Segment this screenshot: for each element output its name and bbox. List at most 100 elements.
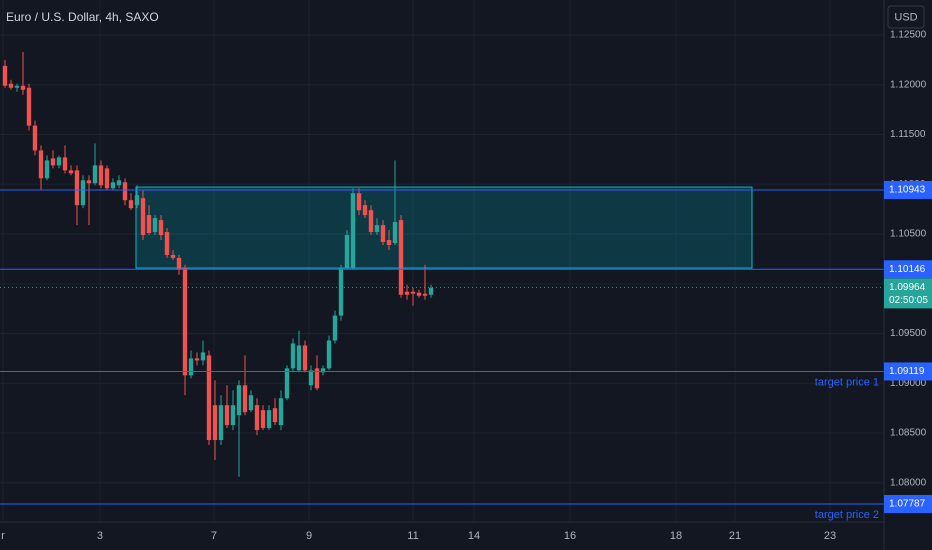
candle-body [332,315,338,341]
candle-body [224,405,230,426]
candle-body [338,267,344,316]
y-tick-label: 1.08500 [890,428,927,439]
candle-body [248,395,254,411]
candle-body [254,405,260,431]
candle-body [320,368,326,373]
candle-body [206,355,212,441]
candle-body [14,85,20,88]
candle-body [74,170,80,206]
candle-body [32,125,38,151]
candle-body [290,343,296,369]
candle-body [92,165,98,184]
candle-body [170,254,176,258]
candle-body [194,358,200,361]
candle-body [8,83,14,88]
candle-body [44,160,50,179]
candle-body [272,408,278,423]
candle-body [404,291,410,295]
candle-body [284,368,290,399]
candle-body [392,222,398,243]
candle-body [140,198,146,236]
current-price-box [884,278,932,309]
candle-body [278,398,284,426]
x-tick-label: 3 [97,530,103,542]
candle-body [398,220,404,295]
candle-body [314,368,320,389]
candle-body [356,193,362,211]
candle-body [20,85,26,90]
level-label-box [884,260,932,279]
candle-body [188,358,194,376]
candle-body [50,158,56,166]
grid [0,0,884,522]
candle-body [62,157,68,171]
current-price-label: 1.09964 [889,282,926,293]
candle-body [86,180,92,184]
candle-body [308,370,314,386]
candle-body [38,150,44,179]
chart-title: Euro / U.S. Dollar, 4h, SAXO [6,10,159,24]
candle-body [380,225,386,242]
y-tick-label: 1.12500 [890,30,927,41]
candle-body [182,267,188,376]
y-tick-label: 1.09500 [890,328,927,339]
candle-body [80,180,86,206]
x-tick-label: 21 [729,530,741,542]
level-label: 1.07787 [889,499,926,510]
labels: 1.10943 1.10146 1.09119 target price 1 1.077… [815,180,932,521]
candle-body [218,405,224,441]
candle-body [200,352,206,361]
candle-body [68,170,74,174]
level-label: 1.09119 [889,366,925,377]
candle-body [368,210,374,233]
x-tick-label: 16 [564,530,576,542]
y-tick-label: 1.09000 [890,378,927,389]
level-label-box [884,180,932,199]
candle-body [260,410,266,429]
x-tick-label: 11 [407,530,418,542]
candle-body [344,235,350,268]
candle-body [212,405,218,441]
currency: USD [894,11,917,23]
plot [0,51,884,505]
candle-body [410,291,416,294]
level-name: target price 1 [815,376,879,388]
candle-body [230,405,236,426]
candle-body [302,345,308,371]
candle-body [326,340,332,369]
x-tick-label: 14 [468,530,480,542]
y-tick-label: 1.11500 [890,129,926,140]
level-label-box [884,362,932,381]
currency-box[interactable] [887,5,925,29]
zone [135,186,753,269]
candle-body [104,168,110,189]
y-tick-label: 1.12000 [890,79,927,90]
candle-body [176,257,182,270]
x-tick-label: r [1,530,5,542]
countdown: 02:50:05 [889,295,928,306]
y-tick-label: 1.08000 [890,477,927,488]
candle-body [416,292,422,296]
level-label-box [884,494,932,513]
candle-body [362,205,368,216]
x-tick-label: 7 [211,530,217,542]
candle-body [266,410,272,429]
y-tick-label: 1.10500 [890,229,927,240]
candle-body [158,220,164,236]
candle-body [152,218,158,233]
level-name: target price 2 [815,509,879,521]
level-label: 1.10146 [889,264,926,275]
candle-body [428,287,434,295]
candle-body [350,193,356,268]
candle-body [422,293,428,296]
x-tick-label: 23 [824,530,836,542]
candle-body [116,180,122,186]
candle-body [296,345,302,371]
candle-body [2,65,8,86]
candle-body [110,182,116,189]
candle-body [386,240,392,245]
candle-body [242,385,248,413]
candle-body [134,195,140,206]
